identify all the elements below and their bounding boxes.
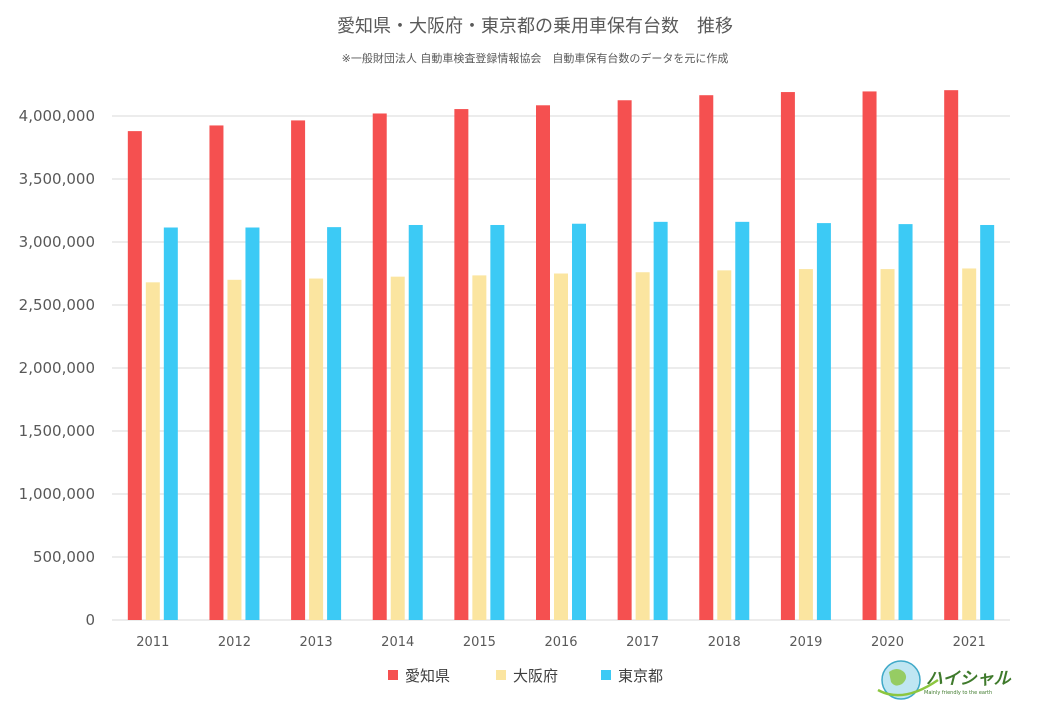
bar-大阪府-2016	[554, 273, 568, 620]
chart-title: 愛知県・大阪府・東京都の乗用車保有台数 推移	[337, 16, 733, 37]
bar-東京都-2019	[816, 223, 831, 620]
legend-label: 愛知県	[405, 667, 450, 685]
y-tick-label: 3,000,000	[19, 233, 95, 251]
bar-東京都-2017	[653, 221, 668, 620]
x-tick-label: 2017	[626, 635, 659, 650]
company-logo: ハイシャル Mainly friendly to the earth	[877, 660, 1012, 700]
chart-subtitle: ※一般財団法人 自動車検査登録情報協会 自動車保有台数のデータを元に作成	[342, 51, 729, 65]
legend-swatch	[388, 670, 398, 680]
legend-swatch	[496, 670, 506, 680]
legend: 愛知県 大阪府 東京都	[388, 667, 663, 685]
bar-愛知県-2018	[699, 95, 714, 620]
x-tick-label: 2015	[463, 635, 496, 650]
x-tick-label: 2021	[953, 635, 986, 650]
bar-大阪府-2020	[880, 269, 895, 620]
y-tick-label: 1,500,000	[19, 422, 95, 440]
bar-東京都-2021	[980, 224, 995, 621]
y-tick-label: 2,000,000	[19, 359, 95, 377]
bar-大阪府-2013	[309, 278, 324, 620]
bar-大阪府-2015	[472, 275, 487, 620]
bar-愛知県-2013	[291, 120, 306, 620]
bar-愛知県-2012	[209, 125, 224, 620]
y-tick-label: 500,000	[33, 548, 95, 566]
bar-大阪府-2021	[962, 268, 977, 620]
bar-愛知県-2021	[944, 90, 959, 621]
bar-東京都-2015	[490, 224, 505, 621]
x-tick-label: 2019	[789, 635, 822, 650]
x-tick-label: 2014	[381, 635, 414, 650]
x-tick-label: 2018	[708, 635, 741, 650]
bar-大阪府-2017	[635, 272, 650, 620]
y-tick-label: 0	[85, 611, 95, 629]
bar-愛知県-2019	[780, 92, 795, 620]
x-tick-label: 2011	[136, 635, 169, 650]
bar-大阪府-2011	[145, 282, 160, 620]
bar-大阪府-2014	[390, 276, 405, 620]
y-tick-label: 2,500,000	[19, 296, 95, 314]
bar-東京都-2012	[245, 227, 260, 620]
bar-東京都-2016	[572, 223, 586, 621]
globe-icon	[877, 660, 939, 700]
bar-東京都-2014	[408, 224, 423, 621]
legend-label: 大阪府	[513, 667, 558, 685]
x-axis-ticks: 2011 2012 2013 2014 2015 2016 2017 2018 2019 2020…	[136, 635, 985, 650]
bar-愛知県-2016	[536, 105, 550, 621]
bar-東京都-2011	[163, 227, 178, 620]
bar-大阪府-2019	[798, 269, 813, 620]
bar-愛知県-2020	[862, 91, 877, 621]
bar-愛知県-2014	[372, 113, 387, 620]
bar-大阪府-2012	[227, 279, 242, 620]
y-axis-ticks: 0 500,000 1,000,000 1,500,000 2,000,000 2,500…	[19, 107, 95, 629]
legend-swatch	[601, 670, 611, 680]
bar-愛知県-2011	[127, 131, 142, 620]
y-tick-label: 3,500,000	[19, 170, 95, 188]
x-tick-label: 2013	[300, 635, 333, 650]
bars	[127, 90, 995, 621]
y-tick-label: 4,000,000	[19, 107, 95, 125]
bar-東京都-2013	[327, 227, 342, 620]
x-tick-label: 2016	[544, 635, 577, 650]
y-tick-label: 1,000,000	[19, 485, 95, 503]
x-tick-label: 2012	[218, 635, 251, 650]
logo-text: ハイシャル	[926, 669, 1012, 689]
x-tick-label: 2020	[871, 635, 904, 650]
bar-大阪府-2018	[717, 270, 732, 620]
bar-東京都-2020	[898, 224, 913, 620]
bar-東京都-2018	[735, 221, 750, 620]
legend-label: 東京都	[618, 667, 663, 685]
logo-tagline: Mainly friendly to the earth	[924, 690, 992, 696]
bar-愛知県-2015	[454, 109, 469, 620]
bar-愛知県-2017	[617, 100, 632, 620]
